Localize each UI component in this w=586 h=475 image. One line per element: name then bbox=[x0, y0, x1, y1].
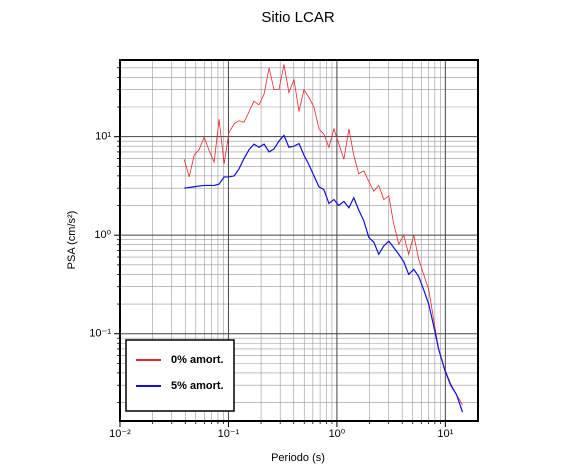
chart-title: Sitio LCAR bbox=[261, 9, 335, 26]
y-tick-label: 10⁰ bbox=[94, 229, 111, 241]
legend-label: 5% amort. bbox=[171, 380, 224, 392]
legend-box bbox=[125, 339, 235, 412]
x-axis-label: Periodo (s) bbox=[271, 452, 325, 464]
plot-frame bbox=[119, 59, 479, 422]
x-tick-label: 10⁰ bbox=[329, 428, 346, 440]
x-tick-label: 10⁻¹ bbox=[218, 428, 240, 440]
x-tick-label: 10¹ bbox=[437, 428, 453, 440]
series-line bbox=[184, 134, 464, 413]
series-line bbox=[183, 64, 463, 405]
x-tick-label: 10⁻² bbox=[109, 428, 131, 440]
y-axis-label: PSA (cm/s²) bbox=[66, 211, 78, 270]
legend-label: 0% amort. bbox=[171, 354, 224, 366]
y-tick-label: 10¹ bbox=[95, 131, 111, 143]
y-tick-label: 10⁻¹ bbox=[89, 328, 111, 340]
